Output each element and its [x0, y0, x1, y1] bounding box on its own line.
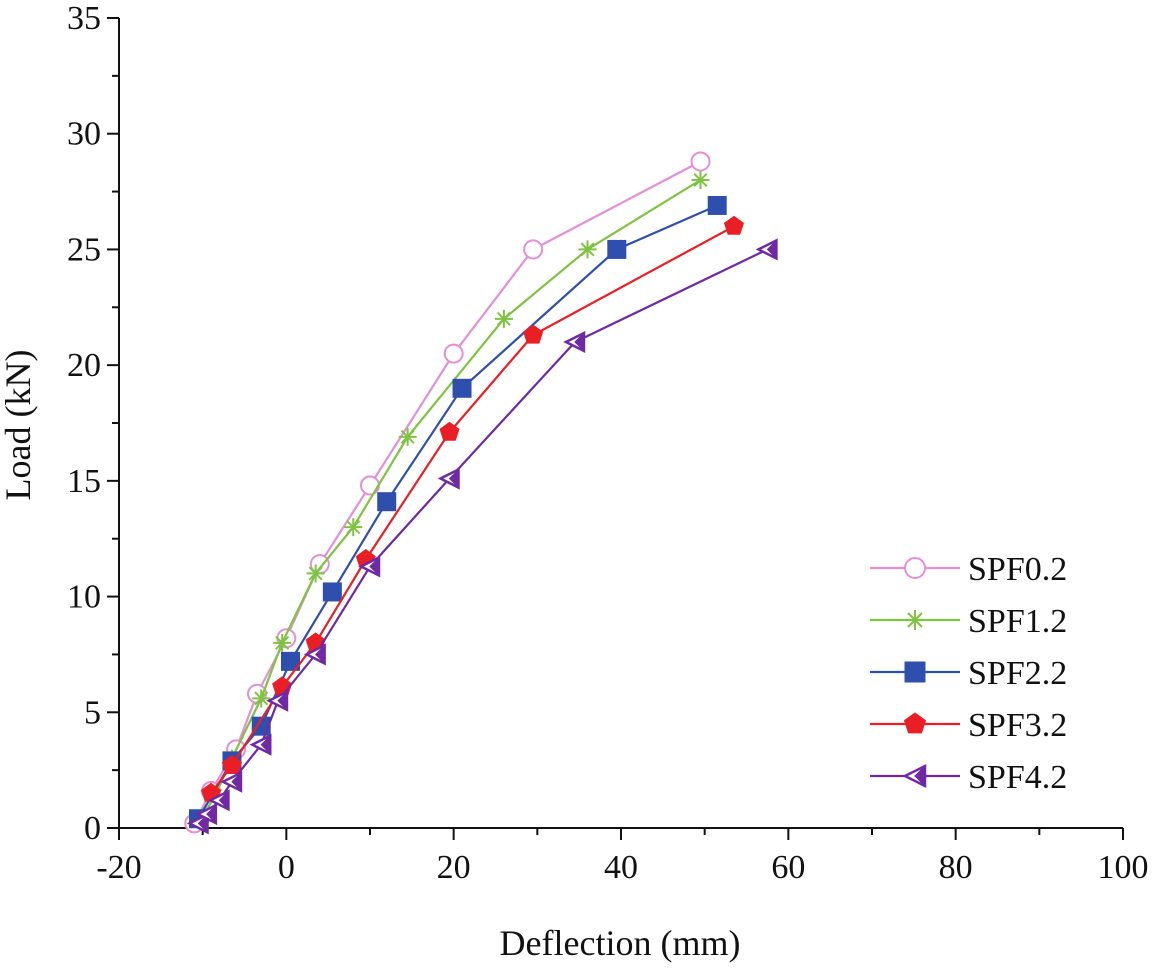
data-point-spf3-2: [439, 421, 460, 441]
legend-label: SPF3.2: [968, 707, 1067, 744]
data-point-spf4-2: [207, 789, 230, 812]
marker-stroke: [580, 242, 595, 257]
marker-fill: [231, 771, 242, 792]
marker-fill: [206, 803, 217, 825]
marker-stroke: [400, 429, 415, 444]
series-line-spf4-2: [197, 248, 768, 825]
marker-fill: [574, 331, 585, 353]
data-point-spf4-2: [195, 803, 218, 826]
data-point-spf1-2: [398, 427, 417, 446]
marker-stroke: [346, 520, 361, 535]
data-point-spf2-2: [707, 195, 727, 215]
marker-stroke: [496, 311, 511, 326]
series-spf2-2: [188, 195, 727, 829]
legend-label: SPF2.2: [968, 655, 1067, 692]
marker-fill: [314, 644, 326, 665]
data-point-spf1-2: [494, 309, 513, 328]
data-point-spf4-2: [563, 330, 586, 354]
legend-item-spf4-2: SPF4.2: [870, 759, 1067, 796]
data-point-spf2-2: [281, 651, 301, 671]
legend-item-spf0-2: SPF0.2: [870, 551, 1067, 588]
series-line-spf2-2: [197, 204, 718, 820]
data-point-spf1-2: [344, 518, 363, 537]
data-point-spf2-2: [377, 492, 397, 512]
legend-label: SPF4.2: [968, 759, 1067, 796]
series-spf4-2: [186, 238, 778, 835]
marker-stroke: [308, 566, 323, 581]
marker-stroke: [275, 635, 290, 650]
legend-item-spf1-2: SPF1.2: [870, 603, 1067, 640]
marker-fill: [369, 556, 380, 577]
y-tick-label: 25: [67, 231, 101, 268]
data-point-spf1-2: [273, 633, 292, 652]
legend-item-spf2-2: SPF2.2: [870, 655, 1067, 692]
legend-marker: [902, 763, 927, 789]
data-point-spf4-2: [266, 689, 289, 712]
series-spf3-2: [201, 215, 744, 802]
series-line-spf3-2: [210, 225, 735, 794]
data-point-spf4-2: [220, 770, 243, 793]
data-point-spf1-2: [252, 689, 271, 708]
legend-item-spf3-2: SPF3.2: [870, 707, 1067, 744]
marker-fill: [448, 468, 459, 489]
data-point-spf1-2: [691, 171, 710, 189]
data-point-spf4-2: [303, 643, 326, 666]
data-point-spf2-2: [322, 582, 342, 602]
data-point-spf4-2: [755, 238, 778, 261]
data-point-spf4-2: [249, 733, 272, 756]
data-point-spf3-2: [221, 754, 242, 774]
data-point-spf2-2: [452, 378, 472, 398]
data-point-spf3-2: [523, 324, 544, 344]
x-tick-label: -20: [96, 849, 141, 886]
data-point-spf0-2: [443, 343, 464, 364]
y-tick-label: 35: [67, 0, 101, 37]
legend-marker: [903, 712, 927, 734]
data-point-spf0-2: [360, 475, 380, 496]
y-tick-label: 0: [84, 810, 101, 847]
legend-label: SPF1.2: [968, 603, 1067, 640]
y-tick-label: 30: [67, 116, 101, 153]
series-layer: [184, 151, 778, 835]
marker-fill: [260, 734, 271, 755]
x-axis-title: Deflection (mm): [500, 923, 741, 963]
marker-fill: [218, 790, 229, 811]
series-line-spf1-2: [201, 179, 702, 817]
marker-stroke: [254, 691, 269, 706]
x-axis-ticks: -20 0 20 40 60 80 100: [96, 828, 1149, 886]
data-point-spf1-2: [306, 564, 325, 583]
x-tick-label: 80: [939, 849, 973, 886]
y-tick-label: 15: [67, 463, 101, 500]
x-tick-label: 20: [437, 849, 471, 886]
series-spf1-2: [193, 171, 710, 826]
x-tick-label: 100: [1098, 849, 1149, 886]
data-point-spf4-2: [437, 467, 460, 490]
x-tick-label: 0: [278, 849, 295, 886]
marker-stroke: [693, 172, 708, 188]
legend-marker: [904, 557, 926, 579]
y-tick-label: 10: [67, 579, 101, 616]
legend: SPF0.2 SPF1.2 SPF2.2 SPF3.2 SPF4.2: [870, 551, 1067, 796]
y-tick-label: 20: [67, 347, 101, 384]
legend-marker: [904, 661, 926, 683]
y-axis-ticks: 0 5 10 15 20 25 30 35: [67, 0, 119, 847]
data-point-spf3-2: [723, 215, 744, 235]
data-point-spf4-2: [358, 555, 381, 578]
x-tick-label: 60: [771, 849, 805, 886]
legend-marker: [905, 610, 925, 630]
marker-fill: [914, 764, 926, 788]
data-point-spf0-2: [690, 151, 711, 172]
marker-stroke: [907, 612, 923, 628]
data-point-spf0-2: [523, 239, 544, 260]
data-point-spf2-2: [607, 239, 627, 259]
y-tick-label: 5: [84, 694, 101, 731]
data-point-spf1-2: [578, 240, 597, 259]
marker-fill: [766, 239, 777, 260]
marker-fill: [277, 690, 288, 711]
y-axis-title: Load (kN): [0, 350, 38, 501]
x-tick-label: 40: [604, 849, 638, 886]
legend-label: SPF0.2: [968, 551, 1067, 588]
